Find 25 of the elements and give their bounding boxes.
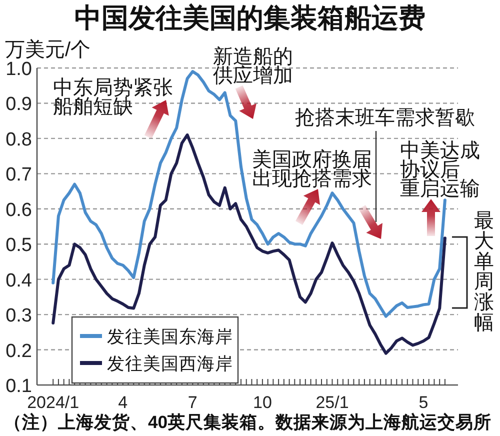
annotation: 新造船的供应增加 — [213, 46, 293, 87]
x-tick-label: 4 — [118, 393, 128, 412]
x-tick-label: 10 — [252, 393, 272, 412]
y-tick-label: 0.2 — [6, 340, 32, 362]
legend-label: 发往美国西海岸 — [107, 354, 233, 374]
y-tick-label: 0.7 — [6, 164, 32, 186]
legend-label: 发往美国东海岸 — [107, 326, 233, 346]
x-tick-label: 25/1 — [316, 393, 349, 412]
annotation: 美国政府换届出现抢搭需求 — [252, 148, 372, 190]
title: 中国发往美国的集装箱船运费 — [74, 3, 426, 33]
y-tick-label: 0.5 — [6, 235, 32, 256]
y-tick-label: 0.8 — [6, 129, 32, 150]
annotation: 中美达成协议后重启运输 — [400, 139, 480, 200]
x-tick-label: 7 — [188, 393, 198, 412]
annotation: 中东局势紧张船舶短缺 — [53, 77, 173, 118]
ylabel: 万美元/个 — [5, 39, 91, 61]
y-tick-label: 0.3 — [6, 306, 32, 327]
y-tick-label: 1.0 — [6, 59, 32, 80]
y-tick-label: 0.6 — [6, 200, 32, 221]
y-tick-label: 0.4 — [6, 270, 32, 292]
x-tick-label: 5 — [418, 393, 428, 412]
text: （注）上海发货、40英尺集装箱。数据来源为上海航运交易所 — [4, 412, 492, 432]
y-tick-label: 0.9 — [6, 94, 32, 116]
text: 最大单周涨幅 — [474, 210, 494, 334]
annotation: 抢搭末班车需求暂歇 — [295, 107, 475, 129]
